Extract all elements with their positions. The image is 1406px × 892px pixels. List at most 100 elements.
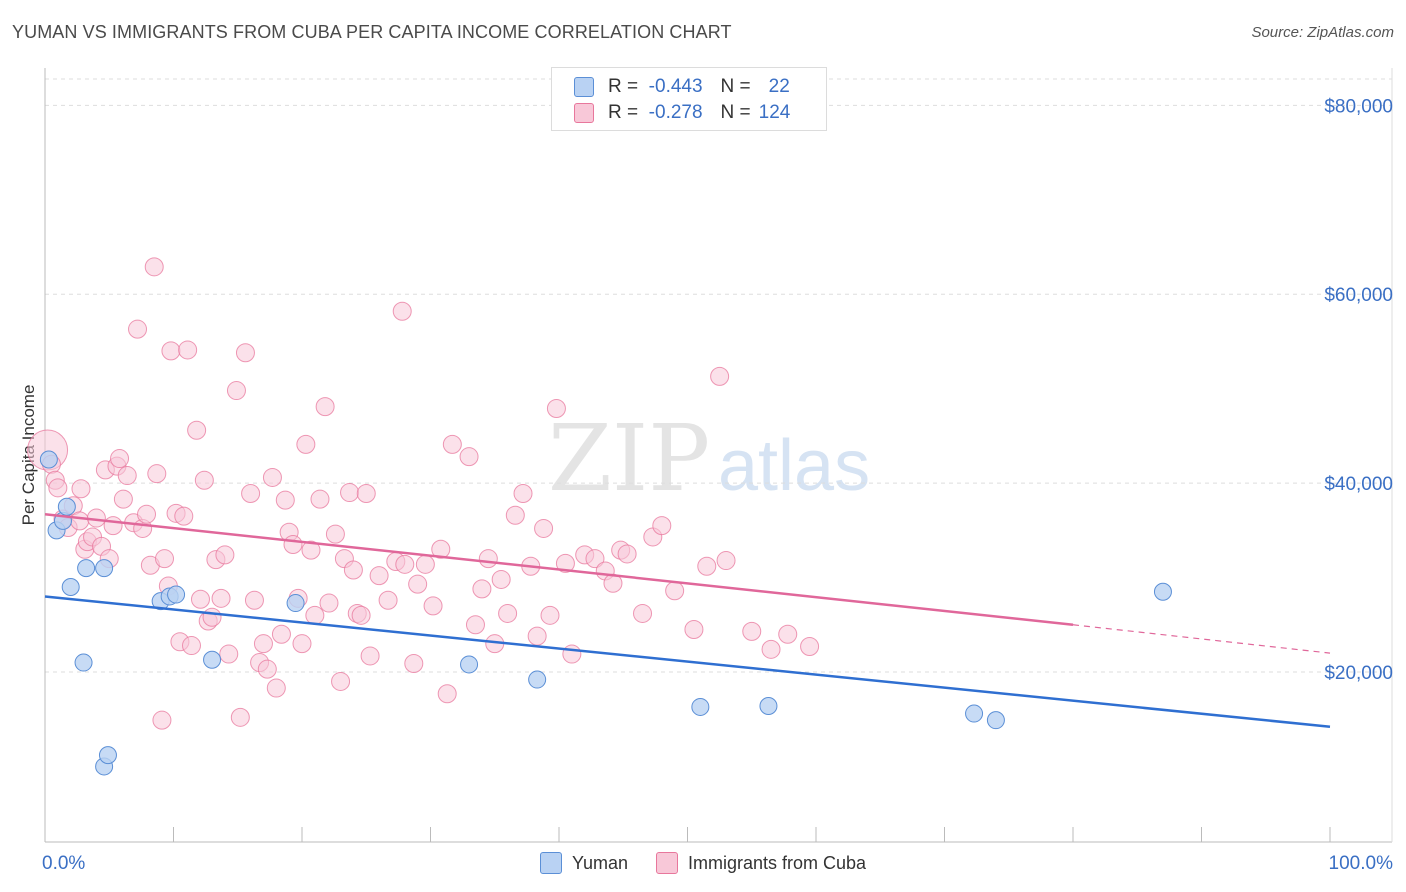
cuba-point: [305, 605, 325, 625]
cuba-point: [152, 710, 172, 730]
n-value: 22: [768, 76, 790, 97]
cuba-point: [431, 539, 451, 559]
cuba-point: [147, 464, 167, 484]
cuba-point: [310, 489, 330, 509]
cuba-point: [331, 671, 351, 691]
y-tick-label: $20,000: [1324, 663, 1393, 684]
cuba-point: [761, 639, 781, 659]
cuba-point: [527, 626, 547, 646]
cuba-point: [395, 554, 415, 574]
n-label: N =: [720, 76, 751, 97]
stats-row-yuman: R = -0.443 N = 22: [574, 75, 790, 99]
yuman-point: [1153, 582, 1172, 601]
cuba-point: [244, 590, 264, 610]
cuba-point: [257, 659, 277, 679]
yuman-swatch: [539, 852, 562, 874]
cuba-point: [356, 484, 376, 503]
legend-item-cuba[interactable]: Immigrants from Cuba: [655, 852, 867, 874]
yuman-point: [986, 711, 1005, 730]
legend-item-yuman[interactable]: Yuman: [539, 852, 628, 874]
cuba-point: [241, 484, 261, 503]
n-value: 124: [758, 102, 791, 123]
cuba-point: [315, 397, 335, 417]
cuba-point: [262, 467, 282, 487]
cuba-point: [562, 644, 582, 664]
cuba-point: [546, 399, 566, 418]
cuba-point: [48, 478, 68, 498]
cuba-point: [271, 624, 291, 644]
yuman-point: [460, 655, 479, 674]
cuba-point: [652, 516, 672, 536]
cuba-point: [360, 646, 380, 666]
yuman-point: [74, 653, 93, 672]
r-value: -0.443: [648, 76, 703, 97]
cuba-point: [190, 589, 210, 609]
cuba-point: [161, 341, 181, 361]
cuba-point: [137, 504, 157, 524]
cuba-point: [633, 603, 653, 623]
cuba-point: [684, 620, 704, 639]
cuba-point: [283, 535, 303, 554]
cuba-point: [710, 366, 730, 386]
y-tick-label: $40,000: [1324, 474, 1393, 495]
watermark-zip: ZIP: [548, 405, 710, 512]
yuman-point: [286, 594, 305, 613]
cuba-point: [128, 319, 148, 339]
cuba-point: [408, 574, 428, 594]
bottom-legend: Yuman Immigrants from Cuba: [0, 852, 1406, 874]
legend-label-cuba: Immigrants from Cuba: [687, 852, 867, 873]
cuba-point: [340, 483, 360, 503]
yuman-point: [98, 746, 117, 765]
cuba-point: [266, 678, 286, 698]
cuba-point: [585, 549, 605, 569]
cuba-point: [505, 505, 525, 525]
r-label: R =: [608, 76, 639, 97]
cuba-point: [442, 434, 462, 454]
cuba-point: [187, 420, 207, 440]
cuba-point: [181, 636, 201, 656]
yuman-point: [39, 450, 58, 469]
cuba-point: [275, 490, 295, 510]
r-label: R =: [608, 102, 639, 123]
cuba-point: [178, 340, 198, 360]
cuba-point: [555, 553, 575, 573]
cuba-point: [665, 581, 685, 601]
n-label: N =: [720, 102, 751, 123]
cuba-point: [415, 554, 435, 574]
cuba-point: [71, 479, 91, 499]
cuba-trend-line: [44, 513, 1074, 627]
yuman-point: [759, 697, 778, 715]
cuba-point: [404, 654, 424, 673]
cuba-point: [226, 381, 246, 401]
cuba-point: [540, 605, 560, 625]
cuba-point: [392, 301, 412, 321]
x-tick-label: 100.0%: [1329, 853, 1394, 874]
cuba-point: [292, 634, 312, 654]
yuman-point: [203, 650, 222, 669]
cuba-point: [235, 343, 255, 363]
cuba-point: [113, 489, 133, 509]
cuba-point: [117, 466, 137, 486]
trend-lines: [44, 513, 1331, 729]
watermark-atlas: atlas: [718, 426, 870, 506]
yuman-swatch: [574, 77, 594, 97]
cuba-point: [325, 524, 345, 544]
cuba-point: [716, 551, 736, 571]
cuba-point: [491, 569, 511, 589]
r-value: -0.278: [648, 102, 703, 123]
yuman-point: [965, 704, 984, 723]
cuba-point: [351, 605, 371, 625]
cuba-point: [211, 588, 231, 608]
watermark: ZIP atlas: [548, 405, 870, 512]
cuba-point: [534, 518, 554, 538]
yuman-trend-line: [44, 595, 1331, 729]
cuba-point: [343, 560, 363, 580]
cuba-trend-extension: [1072, 624, 1331, 654]
cuba-point: [110, 449, 130, 469]
cuba-point: [437, 684, 457, 704]
cuba-point: [369, 566, 389, 586]
stats-legend: R = -0.443 N = 22 R = -0.278 N = 124: [551, 67, 827, 131]
cuba-point: [174, 506, 194, 526]
cuba-point: [378, 590, 398, 610]
